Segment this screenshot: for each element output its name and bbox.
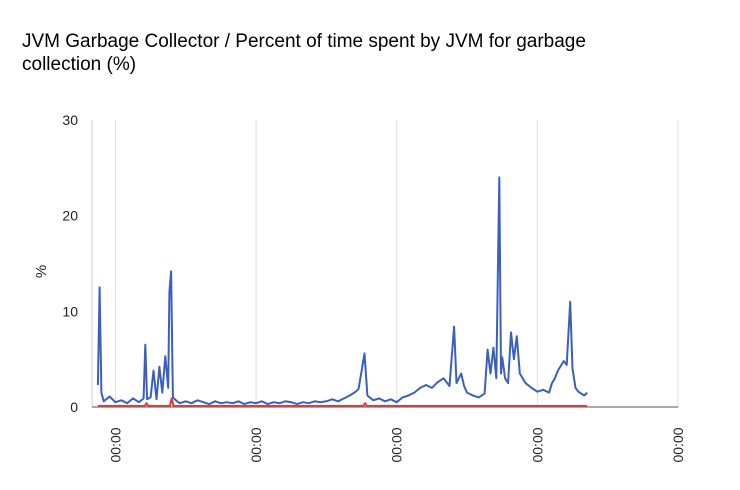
x-tick-label: 00:00	[529, 427, 545, 462]
y-tick-label: 30	[62, 112, 78, 128]
axes	[91, 120, 678, 408]
y-tick-label: 20	[62, 208, 78, 224]
x-tick-label: 00:00	[670, 427, 686, 462]
x-tick-label: 00:00	[389, 427, 405, 462]
series-line-red	[97, 397, 588, 407]
y-tick-label: 0	[70, 399, 78, 415]
y-tick-label: 10	[62, 303, 78, 319]
series-line-blue	[96, 176, 588, 406]
x-tick-label: 00:00	[107, 427, 123, 462]
series-lines	[96, 176, 588, 407]
y-axis-label: %	[33, 265, 50, 278]
x-tick-labels: 00:00 00:00 00:00 00:00 00:00	[107, 427, 686, 462]
chart-title: JVM Garbage Collector / Percent of time …	[22, 31, 586, 75]
y-tick-labels: 0 10 20 30	[62, 112, 78, 415]
x-tick-label: 00:00	[248, 427, 264, 462]
grid-lines	[114, 120, 679, 407]
